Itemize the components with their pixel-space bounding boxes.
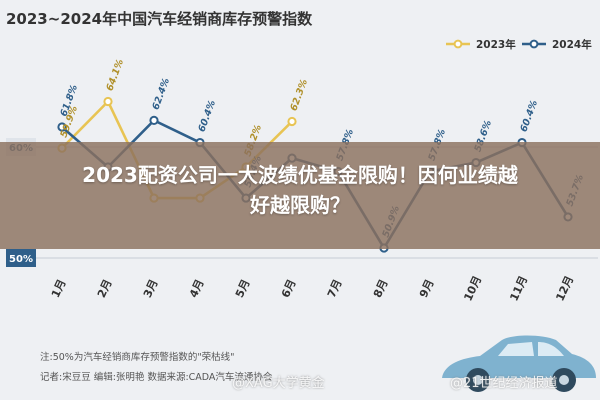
x-tick-label: 3月 xyxy=(141,277,161,299)
legend: 2023年 2024年 xyxy=(446,38,592,51)
watermark-left: @XAG大学黄金 xyxy=(232,376,325,391)
footnote-threshold: 注:50%为汽车经销商库存预警指数的"荣枯线" xyxy=(40,352,235,363)
x-tick-label: 6月 xyxy=(279,277,299,299)
legend-marker xyxy=(453,39,463,49)
headline-banner xyxy=(0,142,600,249)
data-label: 60.4% xyxy=(196,99,218,134)
chart-title: 2023~2024年中国汽车经销商库存预警指数 xyxy=(6,10,313,28)
legend-label-2023年: 2023年 xyxy=(476,38,516,51)
data-label: 60.4% xyxy=(518,99,540,134)
legend-marker xyxy=(529,39,539,49)
data-label: 64.1% xyxy=(104,58,126,93)
legend-label-2024年: 2024年 xyxy=(552,38,592,51)
data-label: 62.4% xyxy=(150,77,172,112)
reference-label-50: 50% xyxy=(9,254,33,265)
point-2024年-3月 xyxy=(149,115,159,125)
reference-label-bg xyxy=(6,249,36,267)
x-tick-label: 4月 xyxy=(187,277,207,299)
x-tick-label: 7月 xyxy=(325,277,345,299)
footnotes: 注:50%为汽车经销商库存预警指数的"荣枯线" 记者:宋豆豆 编辑:张明艳 数据… xyxy=(40,348,272,388)
x-axis: 1月 2月 3月 4月 5月 6月 7月 8月 9月 10月 11月 12月 xyxy=(49,274,576,303)
headline-text[interactable]: 2023配资公司一大波绩优基金限购！因何业绩越 好越限购？ xyxy=(0,160,600,220)
headline-line-1: 2023配资公司一大波绩优基金限购！因何业绩越 xyxy=(82,163,518,187)
x-tick-label: 8月 xyxy=(371,277,391,299)
footnote-credits: 记者:宋豆豆 编辑:张明艳 数据来源:CADA汽车流通协会 xyxy=(40,372,273,383)
point-2024年-1月 xyxy=(57,122,67,132)
x-tick-label: 12月 xyxy=(553,274,576,303)
x-tick-label: 10月 xyxy=(461,274,484,303)
point-2023年-6月 xyxy=(287,116,297,127)
data-label: 62.3% xyxy=(288,78,310,113)
headline-line-2: 好越限购？ xyxy=(250,193,350,217)
x-tick-label: 5月 xyxy=(233,277,253,299)
x-tick-label: 2月 xyxy=(95,277,115,299)
car-illustration-icon xyxy=(442,335,596,392)
watermark-right: @21世纪经济报道 xyxy=(450,376,558,391)
x-tick-label: 11月 xyxy=(507,274,530,303)
x-tick-label: 1月 xyxy=(49,277,69,299)
point-2023年-2月 xyxy=(103,96,113,107)
x-tick-label: 9月 xyxy=(417,277,437,299)
